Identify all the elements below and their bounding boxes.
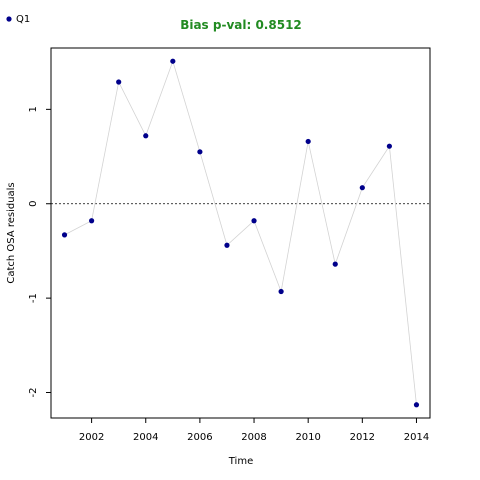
data-point bbox=[278, 288, 284, 295]
data-point bbox=[224, 242, 230, 248]
y-axis-title: Catch OSA residuals bbox=[6, 182, 17, 283]
data-point bbox=[332, 261, 338, 267]
data-point bbox=[116, 79, 122, 85]
data-point bbox=[359, 185, 365, 191]
x-tick-label: 2014 bbox=[404, 432, 429, 443]
chart-title: Bias p-val: 0.8512 bbox=[180, 18, 302, 32]
y-axis: -2 -1 0 1 bbox=[28, 106, 51, 398]
data-point bbox=[386, 143, 392, 149]
series-points-q1 bbox=[61, 58, 420, 408]
legend-marker-q1 bbox=[6, 16, 12, 22]
x-tick-label: 2008 bbox=[241, 432, 266, 443]
x-axis-title: Time bbox=[228, 456, 253, 467]
legend-label-q1: Q1 bbox=[16, 14, 30, 25]
series-line-q1 bbox=[64, 59, 417, 405]
y-tick-label: -2 bbox=[28, 388, 39, 398]
data-point bbox=[170, 58, 176, 64]
legend: Q1 bbox=[6, 14, 30, 25]
data-point bbox=[61, 232, 68, 238]
data-point bbox=[143, 133, 149, 139]
y-tick-label: 0 bbox=[28, 201, 39, 207]
x-tick-label: 2012 bbox=[350, 432, 375, 443]
x-tick-label: 2010 bbox=[295, 432, 320, 443]
y-tick-label: -1 bbox=[28, 293, 39, 303]
data-point bbox=[89, 218, 95, 224]
data-point bbox=[251, 218, 257, 224]
x-axis: 2002 2004 2006 2008 2010 2012 2014 bbox=[79, 418, 429, 443]
data-point bbox=[197, 149, 203, 155]
y-tick-label: 1 bbox=[28, 106, 39, 112]
data-point bbox=[305, 138, 311, 145]
data-point bbox=[413, 402, 420, 408]
plot-frame bbox=[50, 47, 431, 419]
x-tick-label: 2006 bbox=[187, 432, 212, 443]
x-tick-label: 2004 bbox=[133, 432, 158, 443]
x-tick-label: 2002 bbox=[79, 432, 104, 443]
